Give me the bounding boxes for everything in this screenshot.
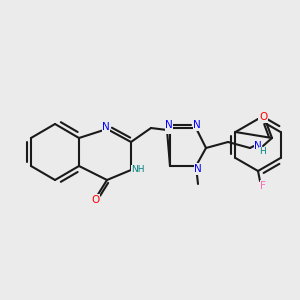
Text: N: N: [194, 164, 202, 174]
Text: O: O: [91, 195, 99, 205]
Text: N: N: [193, 120, 201, 130]
Text: NH: NH: [131, 166, 145, 175]
Text: N: N: [102, 122, 110, 132]
Text: H: H: [260, 148, 266, 157]
Text: N: N: [165, 120, 173, 130]
Text: O: O: [259, 112, 267, 122]
Text: N: N: [254, 141, 262, 151]
Text: S: S: [166, 123, 172, 133]
Text: F: F: [260, 181, 266, 191]
